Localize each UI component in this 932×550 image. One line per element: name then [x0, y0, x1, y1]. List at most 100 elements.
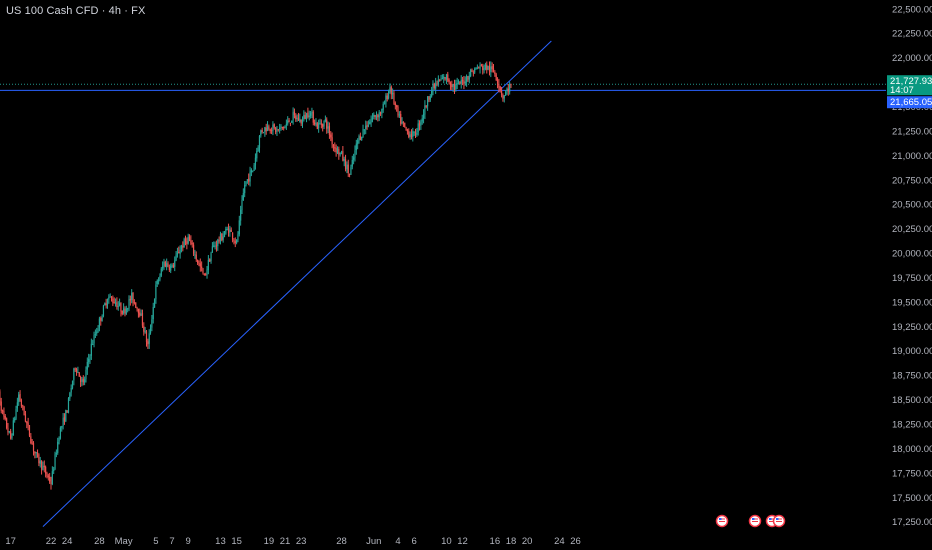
candle-body: [307, 112, 309, 118]
flag-stripe: [752, 518, 758, 520]
candle: [432, 80, 434, 96]
candle-body: [231, 232, 234, 240]
candle-body: [379, 112, 382, 114]
candle: [19, 390, 21, 402]
candle: [439, 78, 441, 82]
candle-body: [455, 84, 457, 90]
candle: [413, 131, 415, 137]
candle-body: [460, 79, 462, 84]
candle: [245, 181, 247, 187]
candle: [82, 375, 84, 386]
candle-body: [176, 252, 179, 255]
candle: [510, 83, 512, 88]
candle: [328, 122, 331, 139]
candle-body: [192, 244, 195, 254]
candle-body: [389, 87, 391, 93]
candle-body: [36, 452, 39, 455]
candle-body: [506, 88, 508, 92]
candle-body: [276, 129, 278, 132]
candle: [98, 316, 101, 332]
candle: [253, 163, 255, 172]
candle-body: [50, 482, 52, 485]
y-tick-label: 18,750.00: [892, 371, 932, 382]
candle-body: [16, 402, 18, 409]
candle: [145, 330, 148, 347]
candle-body: [427, 96, 429, 107]
candle-body: [101, 316, 103, 322]
candle: [97, 325, 99, 333]
candle: [238, 215, 240, 237]
candle: [136, 306, 138, 312]
candle-body: [295, 115, 297, 120]
candle: [484, 62, 487, 71]
candle: [112, 295, 114, 307]
candle-body: [257, 147, 259, 152]
candle: [113, 297, 115, 304]
candle-body: [272, 124, 274, 132]
candle: [168, 264, 170, 273]
candle: [153, 298, 156, 308]
economic-event-flag-icon[interactable]: [772, 514, 786, 528]
candle-body: [19, 393, 21, 401]
candle: [358, 134, 360, 144]
candle-body: [84, 379, 86, 383]
candle-body: [135, 302, 137, 308]
candle: [452, 83, 454, 92]
candle-body: [418, 122, 421, 126]
candle-body: [244, 185, 246, 194]
candle: [178, 246, 180, 254]
candle: [118, 298, 121, 307]
candle: [123, 303, 125, 315]
candle: [420, 119, 422, 130]
candle: [46, 471, 48, 479]
candle-body: [123, 308, 125, 314]
candle-body: [205, 274, 207, 276]
candle-body: [8, 431, 10, 433]
candle-body: [397, 106, 399, 116]
x-tick-label: 24: [554, 536, 565, 547]
candle: [218, 236, 220, 244]
candle-body: [245, 181, 247, 185]
candle: [447, 71, 449, 83]
candle-body: [144, 331, 146, 333]
candle: [24, 410, 27, 423]
candle-body: [248, 178, 250, 182]
ascending-trendline: [42, 40, 552, 527]
candle: [258, 134, 261, 153]
candle-body: [258, 135, 261, 148]
candle-body: [152, 307, 154, 320]
candle-body: [390, 86, 392, 95]
candle-body: [285, 123, 287, 126]
candle-body: [467, 76, 469, 80]
y-tick-label: 18,000.00: [892, 444, 932, 455]
candle-body: [82, 378, 84, 383]
candle-body: [148, 333, 150, 344]
y-tick-label: 21,250.00: [892, 126, 932, 137]
level-price-tag: 21,665.05: [887, 96, 932, 109]
candle-body: [502, 95, 504, 99]
candle-body: [371, 117, 374, 120]
candle-body: [27, 422, 29, 426]
candle-body: [283, 127, 285, 129]
candle-body: [344, 159, 347, 170]
economic-event-flag-icon[interactable]: [715, 514, 729, 528]
candle-body: [221, 233, 223, 241]
candle-body: [24, 414, 27, 422]
candle-body: [121, 310, 123, 314]
candle-body: [188, 236, 191, 242]
candle: [149, 324, 152, 335]
economic-event-flag-icon[interactable]: [748, 514, 762, 528]
candle: [324, 115, 326, 123]
candle: [6, 417, 8, 430]
candle-body: [303, 114, 305, 120]
candle: [156, 279, 158, 287]
candle-body: [444, 77, 446, 80]
candle-body: [94, 334, 96, 336]
candle: [357, 138, 359, 150]
candle: [378, 110, 380, 122]
candle: [307, 107, 309, 119]
event-markers[interactable]: [715, 514, 786, 528]
last-price-tag-bg: [887, 75, 932, 96]
